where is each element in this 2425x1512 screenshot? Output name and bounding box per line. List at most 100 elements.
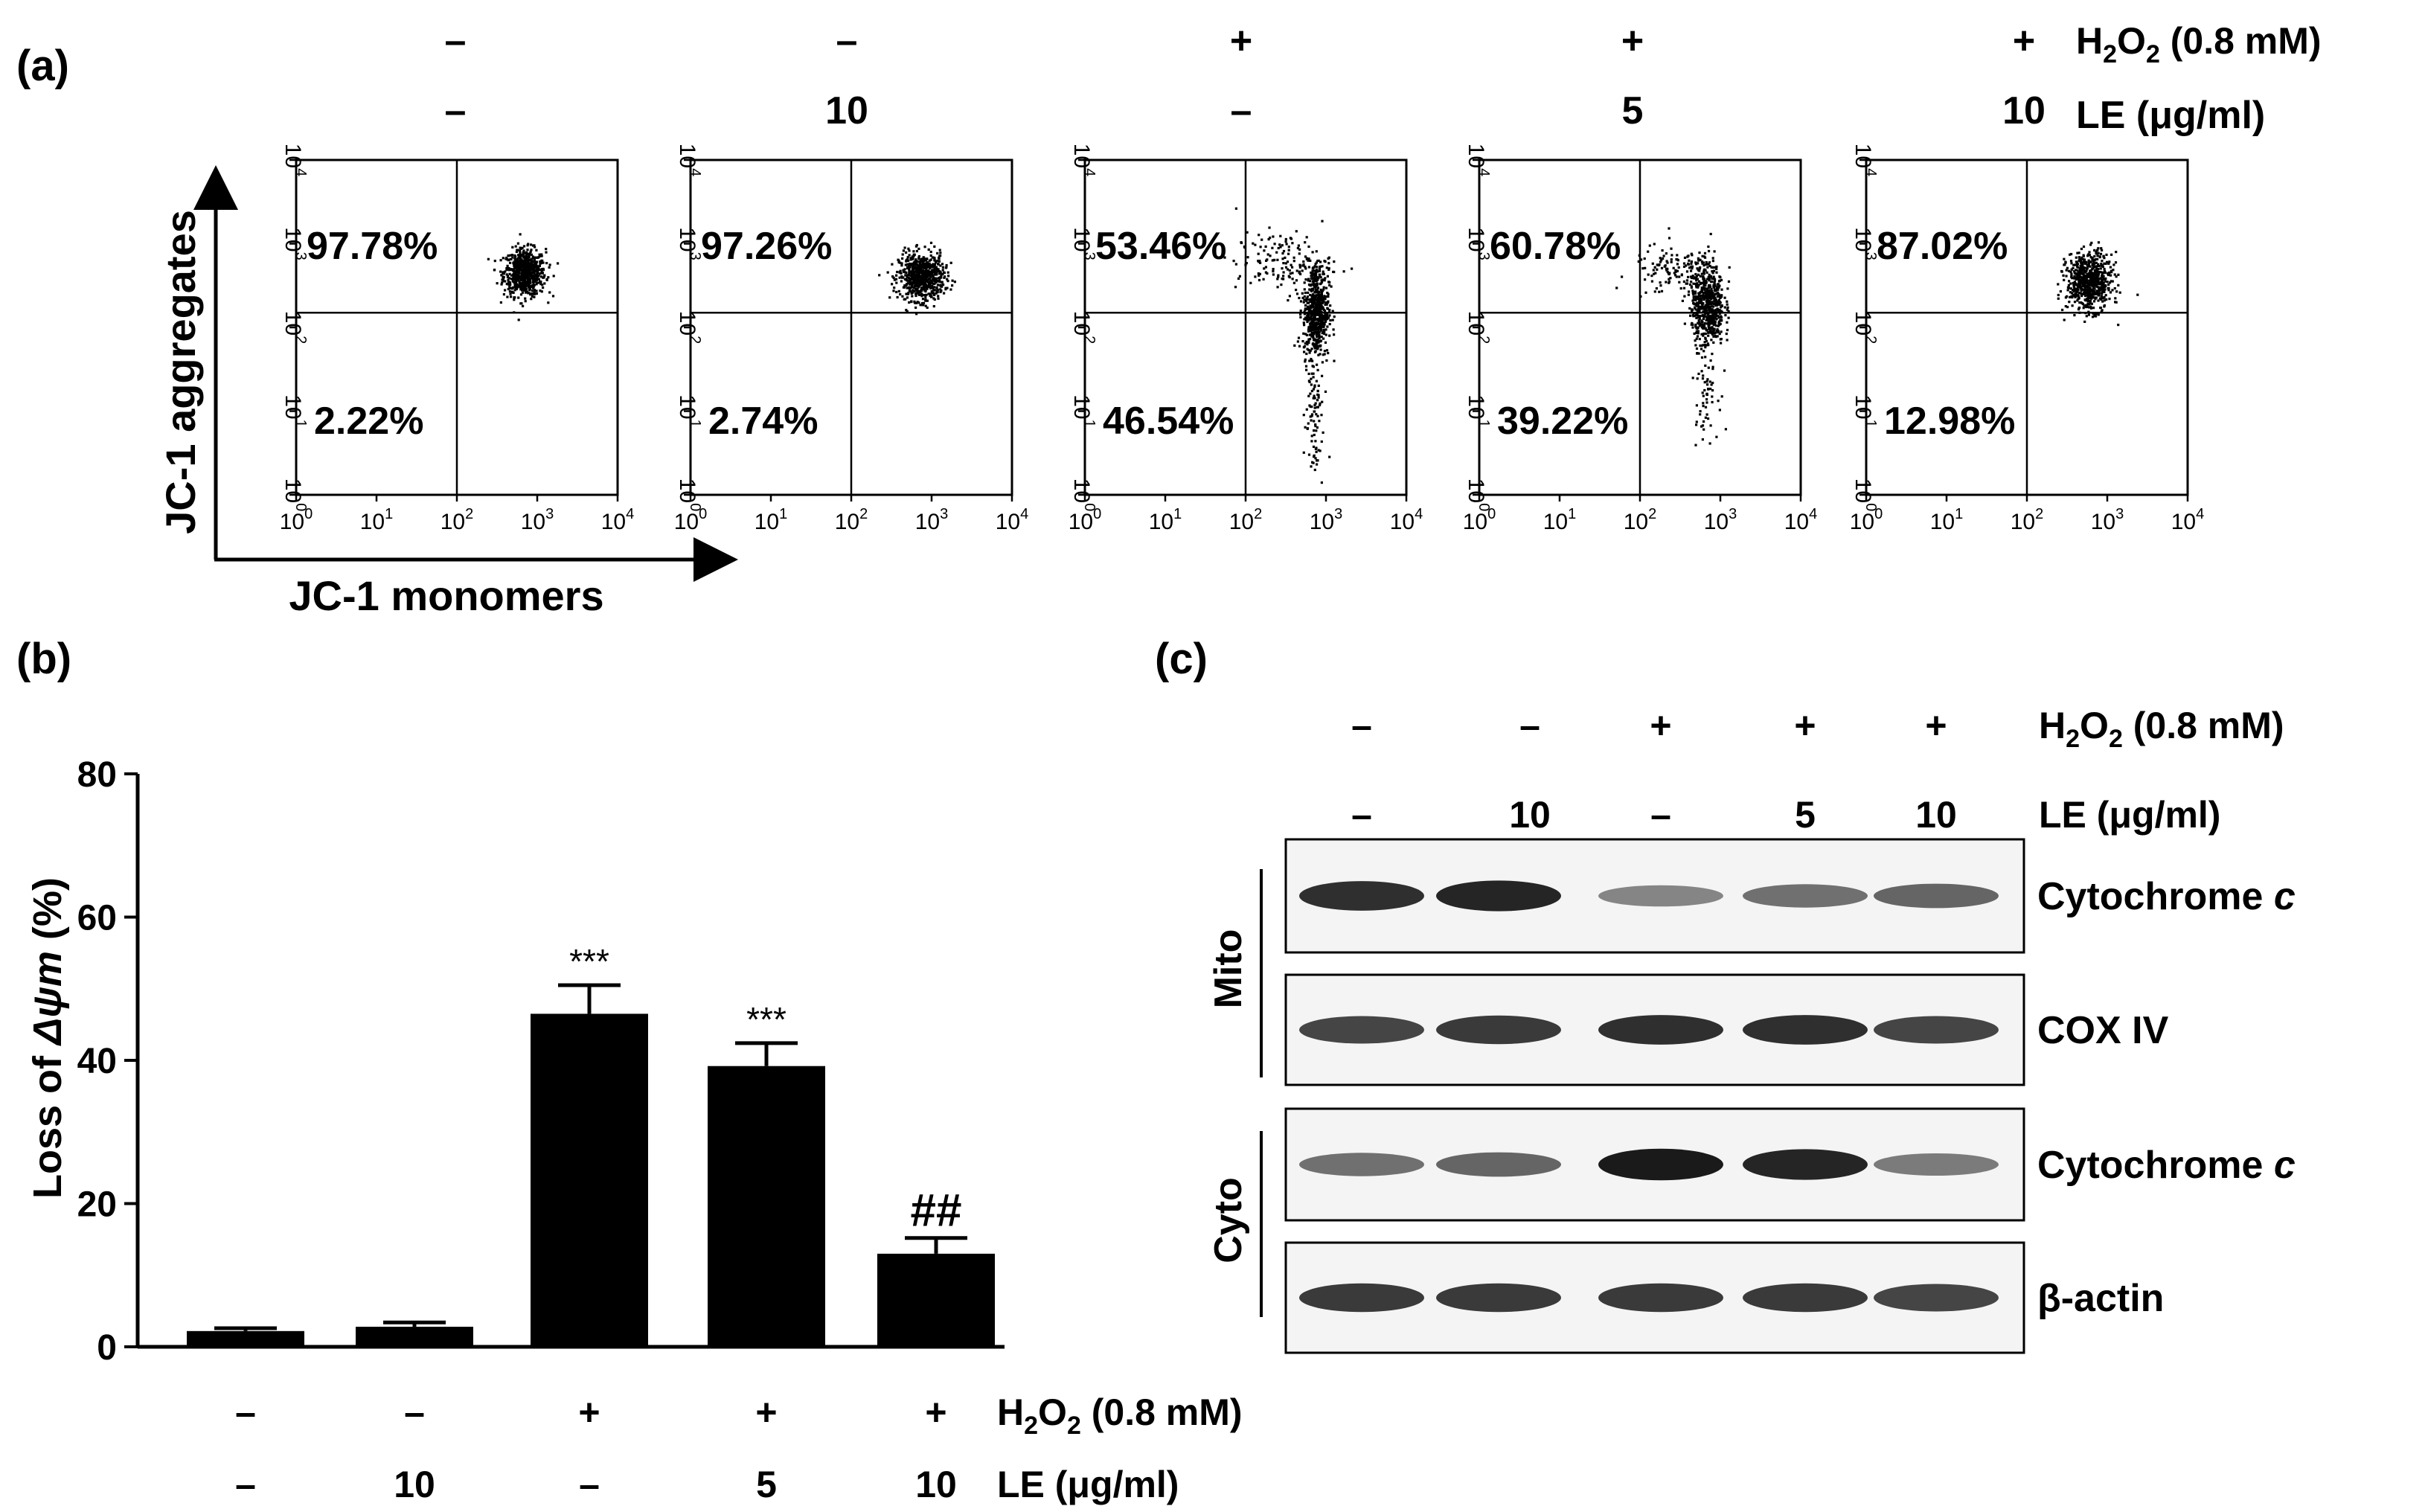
- event-dot: [1672, 266, 1675, 269]
- event-dot: [1690, 260, 1694, 263]
- y-tick-label: 103: [1851, 227, 1879, 260]
- event-dot: [1298, 252, 1301, 255]
- event-dot: [1711, 326, 1714, 329]
- event-dot: [1697, 262, 1700, 265]
- bar: [531, 1013, 648, 1347]
- event-dot: [1286, 268, 1290, 271]
- event-dot: [1316, 282, 1319, 285]
- event-dot: [928, 278, 931, 281]
- event-dot: [907, 277, 910, 280]
- event-dot: [1316, 284, 1319, 286]
- event-dot: [509, 268, 513, 271]
- event-dot: [1281, 252, 1284, 255]
- event-dot: [2071, 304, 2074, 307]
- event-dot: [1304, 278, 1307, 281]
- y-tick-label: 60: [77, 899, 117, 938]
- event-dot: [2085, 289, 2088, 292]
- event-dot: [906, 279, 909, 282]
- event-dot: [1720, 310, 1723, 313]
- upper-left-percent: 53.46%: [1095, 225, 1226, 268]
- blot-band: [1598, 1283, 1723, 1313]
- event-dot: [509, 261, 512, 264]
- event-dot: [2070, 268, 2073, 271]
- event-dot: [2091, 315, 2095, 318]
- event-dot: [1704, 364, 1707, 367]
- event-dot: [539, 275, 543, 278]
- event-dot: [1700, 260, 1703, 263]
- event-dot: [1702, 405, 1705, 408]
- x-tick-label: 104: [601, 506, 635, 534]
- event-dot: [2087, 275, 2090, 278]
- event-dot: [1700, 370, 1703, 373]
- event-dot: [1702, 350, 1705, 353]
- panel-a-le-5: 10: [2002, 89, 2046, 132]
- event-dot: [1313, 298, 1316, 301]
- event-dot: [1322, 328, 1325, 331]
- event-dot: [933, 245, 936, 248]
- event-dot: [920, 257, 924, 260]
- event-dot: [2073, 277, 2076, 280]
- event-dot: [1317, 384, 1320, 387]
- event-dot: [1692, 282, 1695, 285]
- event-dot: [1707, 334, 1710, 337]
- event-dot: [906, 276, 909, 279]
- event-dot: [1324, 318, 1327, 321]
- lower-left-percent: 2.74%: [708, 400, 818, 443]
- event-dot: [1321, 323, 1324, 326]
- event-dot: [1713, 295, 1716, 298]
- event-dot: [517, 318, 520, 321]
- event-dot: [1726, 306, 1729, 309]
- event-dot: [1706, 378, 1709, 381]
- event-dot: [1697, 372, 1700, 375]
- event-dot: [525, 251, 528, 254]
- event-dot: [2087, 279, 2090, 282]
- event-dot: [1706, 266, 1709, 269]
- event-dot: [1312, 372, 1315, 375]
- event-dot: [931, 290, 934, 293]
- panel-c-le-5: 10: [1915, 794, 1957, 836]
- event-dot: [1687, 263, 1690, 266]
- event-dot: [1322, 278, 1324, 282]
- event-dot: [1705, 311, 1708, 314]
- event-dot: [1310, 359, 1313, 362]
- event-dot: [1708, 249, 1711, 253]
- event-dot: [1303, 295, 1306, 298]
- event-dot: [2078, 307, 2080, 310]
- event-dot: [2075, 294, 2078, 297]
- event-dot: [2084, 266, 2087, 269]
- event-dot: [493, 260, 496, 263]
- event-dot: [530, 259, 533, 262]
- event-dot: [1714, 334, 1717, 338]
- event-dot: [2083, 304, 2086, 307]
- event-dot: [1316, 406, 1319, 409]
- event-dot: [1306, 295, 1309, 298]
- event-dot: [2103, 272, 2106, 275]
- event-dot: [1714, 309, 1717, 312]
- event-dot: [924, 295, 927, 298]
- event-dot: [541, 272, 544, 275]
- event-dot: [1310, 435, 1313, 438]
- event-dot: [1688, 283, 1692, 286]
- event-dot: [2070, 272, 2073, 275]
- event-dot: [1342, 270, 1345, 273]
- event-dot: [2103, 305, 2106, 308]
- event-dot: [903, 246, 906, 249]
- event-dot: [1711, 305, 1715, 308]
- event-dot: [933, 264, 936, 267]
- event-dot: [914, 258, 917, 261]
- event-dot: [2109, 281, 2112, 284]
- event-dot: [524, 291, 528, 294]
- event-dot: [1698, 317, 1701, 320]
- event-dot: [2080, 289, 2083, 292]
- event-dot: [2089, 260, 2092, 263]
- event-dot: [920, 270, 923, 273]
- blot-label: β-actin: [2037, 1277, 2164, 1320]
- event-dot: [1698, 338, 1701, 341]
- event-dot: [535, 275, 538, 278]
- blot-label: Cytochrome c: [2037, 1144, 2296, 1187]
- event-dot: [930, 286, 934, 289]
- event-dot: [2066, 266, 2069, 269]
- event-dot: [2075, 287, 2078, 290]
- event-dot: [1314, 284, 1317, 287]
- event-dot: [1309, 310, 1312, 313]
